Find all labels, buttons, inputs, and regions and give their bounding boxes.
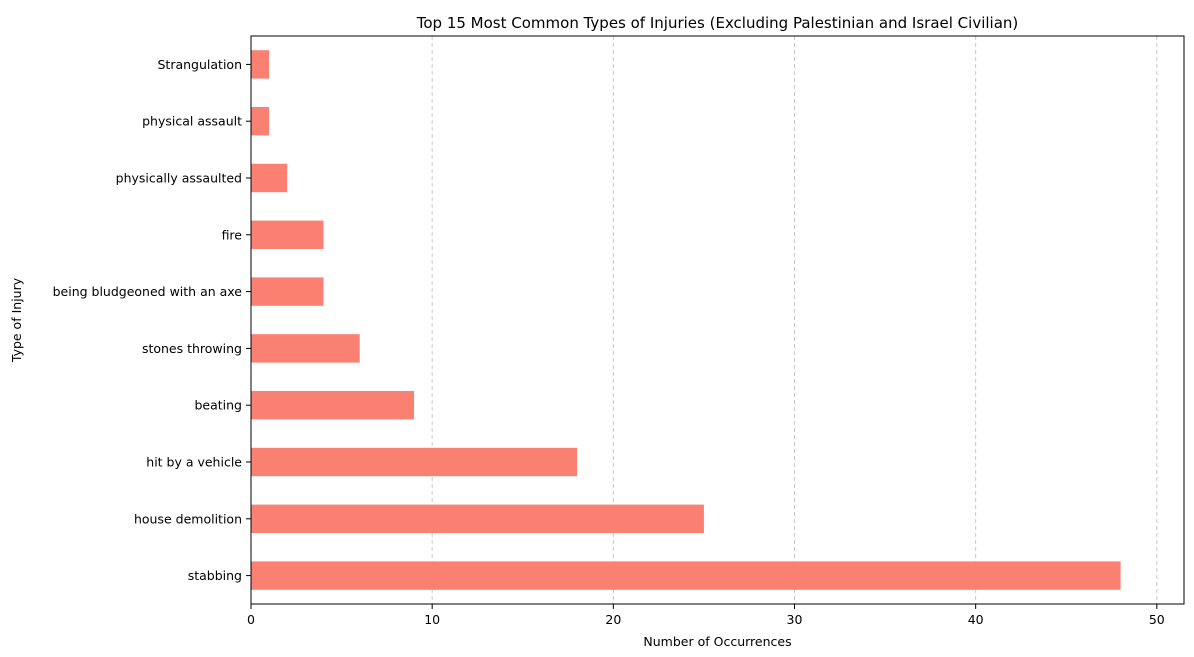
x-axis-title: Number of Occurrences bbox=[643, 634, 791, 649]
y-tick-label: Strangulation bbox=[158, 57, 243, 72]
bars bbox=[251, 50, 1121, 590]
bar-physical-assault bbox=[251, 107, 270, 136]
y-tick-label: physically assaulted bbox=[116, 171, 242, 186]
bar-beating bbox=[251, 391, 415, 420]
y-tick-label: stabbing bbox=[188, 568, 242, 583]
y-tick-label: house demolition bbox=[134, 511, 242, 526]
y-tick-label: beating bbox=[194, 398, 242, 413]
x-tick-label: 40 bbox=[968, 612, 984, 627]
bar-physically-assaulted bbox=[251, 163, 288, 193]
y-tick-label: stones throwing bbox=[142, 341, 242, 356]
bar-stabbing bbox=[251, 561, 1121, 590]
x-axis-ticks: 0 10 20 30 40 50 bbox=[247, 604, 1165, 627]
x-tick-label: 30 bbox=[787, 612, 803, 627]
bar-being-bludgeoned-with-an-axe bbox=[251, 277, 324, 306]
y-axis-ticks: stabbing house demolition hit by a vehicle… bbox=[53, 57, 251, 583]
bar-stones-throwing bbox=[251, 334, 360, 363]
bar-fire bbox=[251, 220, 324, 249]
bar-house-demolition bbox=[251, 504, 704, 533]
y-tick-label: fire bbox=[222, 227, 243, 242]
x-tick-label: 20 bbox=[605, 612, 621, 627]
y-tick-label: physical assault bbox=[142, 114, 242, 129]
x-tick-label: 10 bbox=[424, 612, 440, 627]
x-tick-label: 50 bbox=[1149, 612, 1165, 627]
y-tick-label: being bludgeoned with an axe bbox=[53, 284, 243, 299]
bar-strangulation bbox=[251, 50, 270, 79]
bar-hit-by-a-vehicle bbox=[251, 447, 578, 477]
chart-title: Top 15 Most Common Types of Injuries (Ex… bbox=[416, 14, 1019, 32]
grid-lines bbox=[431, 36, 1158, 604]
plot-frame bbox=[250, 35, 1185, 605]
y-axis-title: Type of Injury bbox=[9, 277, 24, 363]
y-tick-label: hit by a vehicle bbox=[146, 455, 242, 470]
x-tick-label: 0 bbox=[247, 612, 255, 627]
